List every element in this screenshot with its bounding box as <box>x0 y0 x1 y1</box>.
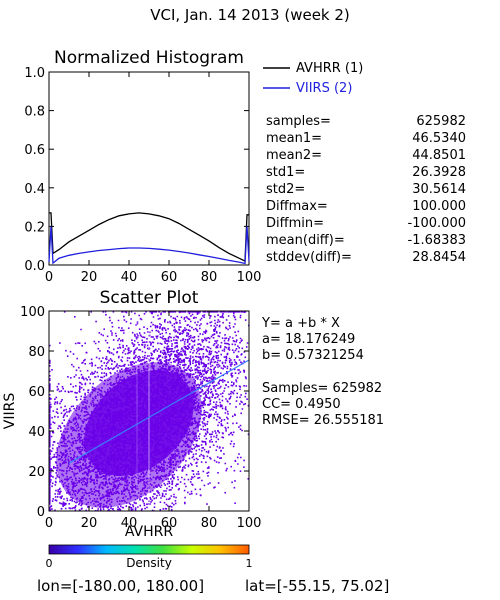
stat-label: stddev(diff)= <box>266 250 352 265</box>
scatter-title: Scatter Plot <box>100 288 199 308</box>
y-tick-label: 80 <box>28 345 45 360</box>
y-tick-label: 0 <box>37 505 45 520</box>
stat-value: 26.3928 <box>412 165 466 180</box>
colorbar-gradient <box>48 544 250 555</box>
x-tick-label: 40 <box>121 516 138 531</box>
colorbar-min-label: 0 <box>46 557 53 570</box>
x-tick-label: 0 <box>45 270 53 285</box>
y-tick-label: 100 <box>20 305 45 320</box>
latitude-range: lat=[-55.15, 75.02] <box>245 577 389 595</box>
stat-row: mean1= 46.5340 <box>266 131 498 147</box>
legend-label-viirs: VIIRS (2) <box>296 81 352 96</box>
stat-row: mean(diff)= -1.68383 <box>266 233 498 249</box>
regression-slope: b= 0.57321254 <box>262 348 364 363</box>
scatter-points <box>49 311 249 511</box>
histogram-plot-frame <box>48 71 250 266</box>
histogram-axes: 0 20 40 60 80 100 0.0 0.2 0.4 0.6 0.8 1.0 <box>24 66 261 285</box>
fit-line <box>68 359 250 464</box>
colorbar: 0 Density 1 <box>46 544 253 570</box>
legend-label-avhrr: AVHRR (1) <box>296 61 363 76</box>
x-tick-label: 60 <box>161 270 178 285</box>
stat-label: mean2= <box>266 148 323 163</box>
stat-value: 28.8454 <box>412 250 466 265</box>
scatter-panel: Scatter Plot 0 20 40 60 80 100 0 20 40 60 80 100 AV… <box>2 288 261 540</box>
y-axis-label: VIIRS <box>2 393 18 430</box>
regression-intercept: a= 18.176249 <box>262 332 356 347</box>
stat-label: std2= <box>266 182 306 197</box>
regression-equation: Y= a +b * X <box>262 316 340 331</box>
x-tick-label: 20 <box>81 270 98 285</box>
stat-row: stddev(diff)= 28.8454 <box>266 250 498 266</box>
rmse: RMSE= 26.555181 <box>262 413 385 428</box>
legend: AVHRR (1) VIIRS (2) <box>263 61 363 96</box>
stat-row: Diffmin= -100.000 <box>266 216 498 232</box>
y-tick-label: 40 <box>28 425 45 440</box>
histogram-panel: Normalized Histogram 0 20 40 60 80 1000.00.20… <box>24 48 261 285</box>
stat-row: mean2= 44.8501 <box>266 148 498 164</box>
series-line-avhrr <box>49 212 249 263</box>
y-tick-label: 60 <box>28 385 45 400</box>
y-tick-label: 0.4 <box>24 182 45 197</box>
colorbar-title: Density <box>126 556 172 570</box>
stat-value: 100.000 <box>412 199 466 214</box>
y-tick-label: 0.6 <box>24 143 45 158</box>
stat-value: 44.8501 <box>412 148 466 163</box>
correlation-coefficient: CC= 0.4950 <box>262 397 341 412</box>
stat-value: 46.5340 <box>412 131 466 146</box>
stat-label: mean(diff)= <box>266 233 345 248</box>
y-tick-label: 1.0 <box>24 66 45 81</box>
stat-row: std1= 26.3928 <box>266 165 498 181</box>
colorbar-max-label: 1 <box>246 557 253 570</box>
longitude-range: lon=[-180.00, 180.00] <box>37 577 204 595</box>
histogram-title: Normalized Histogram <box>54 48 244 68</box>
stat-label: samples= <box>266 114 331 129</box>
x-tick-label: 80 <box>201 516 218 531</box>
x-tick-label: 60 <box>161 516 178 531</box>
stat-label: Diffmax= <box>266 199 328 214</box>
stat-value: -100.000 <box>407 216 466 231</box>
stat-label: mean1= <box>266 131 323 146</box>
y-tick-label: 0.0 <box>24 259 45 274</box>
y-tick-label: 0.2 <box>24 220 45 235</box>
stat-label: Diffmin= <box>266 216 324 231</box>
sample-count: Samples= 625982 <box>262 381 383 396</box>
stat-value: -1.68383 <box>407 233 466 248</box>
histogram-series <box>48 212 250 265</box>
y-tick-label: 0.8 <box>24 105 45 120</box>
x-tick-label: 0 <box>45 516 53 531</box>
stat-value: 625982 <box>416 114 466 129</box>
scatter-plot-frame <box>48 310 250 512</box>
scatter-axes: 0 20 40 60 80 100 0 20 40 60 80 100 <box>20 305 261 531</box>
stat-row: std2= 30.5614 <box>266 182 498 198</box>
page-title: VCI, Jan. 14 2013 (week 2) <box>150 6 350 24</box>
x-tick-label: 100 <box>237 270 262 285</box>
regression-line <box>68 359 250 464</box>
stat-value: 30.5614 <box>412 182 466 197</box>
x-axis-label: AVHRR <box>125 524 174 540</box>
stat-label: std1= <box>266 165 306 180</box>
x-tick-label: 80 <box>201 270 218 285</box>
stat-row: samples= 625982 <box>266 114 498 130</box>
x-tick-label: 100 <box>237 516 262 531</box>
y-tick-label: 20 <box>28 465 45 480</box>
stat-row: Diffmax= 100.000 <box>266 199 498 215</box>
x-tick-label: 40 <box>121 270 138 285</box>
series-line-viirs <box>48 226 250 265</box>
x-tick-label: 20 <box>81 516 98 531</box>
scatter-density-halo <box>56 362 202 508</box>
